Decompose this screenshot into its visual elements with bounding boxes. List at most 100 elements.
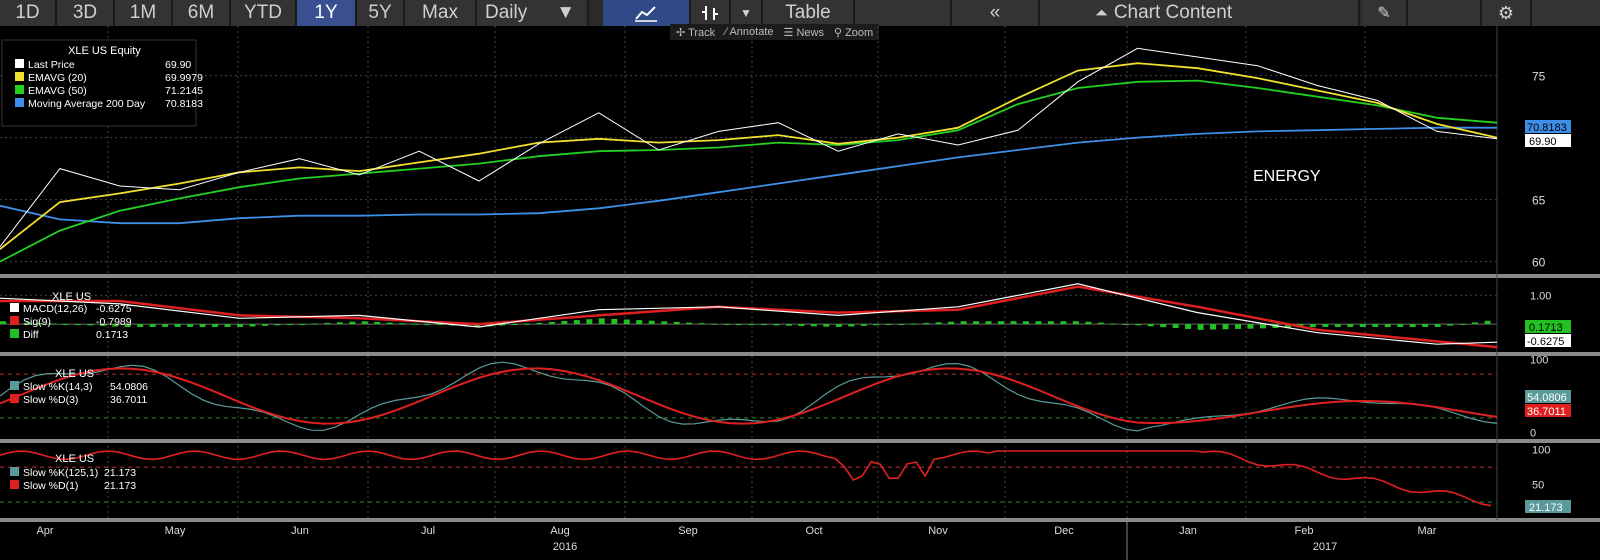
macd-diff-bar-13 xyxy=(162,324,169,327)
macd-diff-bar-33 xyxy=(411,323,418,325)
price-line-0 xyxy=(0,47,1498,248)
plot-series xyxy=(0,47,1498,507)
macd-diff-bar-119 xyxy=(1484,320,1491,325)
legend-last-price-value: 69.90 xyxy=(165,59,191,71)
news-tool[interactable]: ☰ News xyxy=(783,26,824,39)
panel-separator-0 xyxy=(0,274,1600,278)
zoom-tool[interactable]: ⚲ Zoom xyxy=(833,26,874,39)
x-year-0: 2016 xyxy=(553,541,577,553)
macd-diff-bar-12 xyxy=(149,324,156,327)
legend-title: XLE US Equity xyxy=(68,45,141,57)
svg-text:36.7011: 36.7011 xyxy=(110,394,147,406)
macd-diff-bar-109 xyxy=(1359,324,1366,327)
macd-diff-bar-41 xyxy=(511,324,518,326)
line-chart-button[interactable] xyxy=(603,0,691,26)
macd-ytick-0: 1.00 xyxy=(1530,290,1551,302)
macd-diff-bar-34 xyxy=(424,324,431,326)
x-month-0: Apr xyxy=(36,525,53,537)
range-1d[interactable]: 1D xyxy=(0,0,57,26)
gear-icon: ⚙ xyxy=(1497,3,1515,23)
x-month-4: Aug xyxy=(550,525,570,537)
x-month-3: Jul xyxy=(421,525,435,537)
macd-diff-bar-87 xyxy=(1085,321,1092,325)
range-3d[interactable]: 3D xyxy=(57,0,115,26)
line-chart-icon xyxy=(635,6,657,22)
macd-diff-bar-6 xyxy=(74,324,81,326)
macd-diff-bar-78 xyxy=(973,321,980,325)
range-1m[interactable]: 1M xyxy=(115,0,173,26)
range-max[interactable]: Max xyxy=(405,0,477,26)
macd-diff-bar-96 xyxy=(1197,324,1204,330)
macd-diff-bar-106 xyxy=(1322,324,1329,327)
macd-diff-bar-55 xyxy=(686,322,693,325)
macd-diff-bar-15 xyxy=(187,324,194,327)
svg-text:-0.6275: -0.6275 xyxy=(96,303,132,315)
macd-diff-bar-72 xyxy=(898,324,905,326)
macd-diff-bar-98 xyxy=(1222,324,1229,330)
macd-diff-bar-100 xyxy=(1247,324,1254,329)
frequency-select[interactable]: Daily ▼ xyxy=(477,0,589,26)
settings-button[interactable]: ⚙ xyxy=(1482,0,1532,26)
stoch125-badge-text: 21.173 xyxy=(1529,502,1563,514)
legend-ema20: EMAVG (20) xyxy=(28,72,87,84)
panel-separator-1 xyxy=(0,352,1600,356)
spacer-3 xyxy=(1532,0,1600,26)
range-ytd[interactable]: YTD xyxy=(231,0,297,26)
svg-text:Slow %K(14,3): Slow %K(14,3) xyxy=(23,381,92,393)
x-month-1: May xyxy=(165,525,186,537)
macd-diff-bar-117 xyxy=(1459,324,1466,326)
edit-icon: ✎ xyxy=(1377,5,1391,22)
frequency-label: Daily xyxy=(485,2,528,23)
price-line-2 xyxy=(0,79,1498,263)
macd-signal-line xyxy=(0,285,1498,349)
macd-diff-bar-95 xyxy=(1185,324,1192,329)
axes: 6065707570.818369.901.000.1713-0.6275050… xyxy=(36,70,1571,560)
diff-badge xyxy=(1525,320,1571,333)
ma200-badge-text: 70.8183 xyxy=(1527,122,1567,134)
stoch14-legend: XLE US Slow %K(14,3) 54.0806 Slow %D(3) … xyxy=(10,368,148,406)
x-month-7: Nov xyxy=(928,525,948,537)
track-tool[interactable]: ✢ Track xyxy=(676,26,716,39)
chart-toolbar: 1D 3D 1M 6M YTD 1Y 5Y Max Daily ▼ ▼ Tabl… xyxy=(0,0,1600,27)
legend-ema20-value: 69.9979 xyxy=(165,72,203,84)
price-ytick-1: 65 xyxy=(1532,194,1546,208)
macd-diff-bar-75 xyxy=(935,322,942,325)
macd-diff-bar-27 xyxy=(336,322,343,325)
spacer-1 xyxy=(855,0,952,26)
macd-diff-bar-81 xyxy=(1010,321,1017,325)
macd-diff-bar-93 xyxy=(1160,324,1167,328)
macd-badge-text: -0.6275 xyxy=(1527,336,1564,348)
x-year-1: 2017 xyxy=(1313,541,1337,553)
range-5y[interactable]: 5Y xyxy=(357,0,405,26)
macd-diff-bar-105 xyxy=(1309,324,1316,328)
legend-ma200: Moving Average 200 Day xyxy=(28,98,146,110)
macd-diff-bar-42 xyxy=(523,323,530,325)
macd-diff-bar-71 xyxy=(885,324,892,326)
annotate-tool[interactable]: ⁄ Annotate xyxy=(725,26,774,38)
diff-badge-text: 0.1713 xyxy=(1529,322,1563,334)
table-button[interactable]: Table xyxy=(763,0,855,26)
macd-diff-bar-7 xyxy=(87,324,94,326)
macd-diff-bar-53 xyxy=(661,321,668,325)
edit-button[interactable]: ✎ xyxy=(1362,0,1408,26)
stoch14-d-badge xyxy=(1525,404,1571,417)
macd-diff-bar-62 xyxy=(773,324,780,326)
price-ytick-3: 75 xyxy=(1532,70,1546,84)
chart-content-button[interactable]: ⏶ Chart Content xyxy=(1040,0,1360,26)
macd-diff-bar-4 xyxy=(49,323,56,325)
chart-canvas[interactable]: 6065707570.818369.901.000.1713-0.6275050… xyxy=(0,26,1600,560)
range-1y[interactable]: 1Y xyxy=(297,0,357,26)
macd-diff-bar-59 xyxy=(736,324,743,326)
bar-chart-button[interactable] xyxy=(691,0,731,26)
macd-diff-bar-56 xyxy=(698,323,705,325)
chart-type-dropdown[interactable]: ▼ xyxy=(731,0,763,26)
svg-text:21.173: 21.173 xyxy=(104,480,136,492)
macd-diff-bar-83 xyxy=(1035,321,1042,325)
range-6m[interactable]: 6M xyxy=(173,0,231,26)
collapse-button[interactable]: « xyxy=(952,0,1040,26)
macd-diff-bar-85 xyxy=(1060,321,1067,325)
macd-diff-bar-94 xyxy=(1172,324,1179,329)
stoch125-ytick-0: 50 xyxy=(1532,480,1544,492)
svg-text:Sig(9): Sig(9) xyxy=(23,316,51,328)
stoch14-ytick-2: 100 xyxy=(1530,355,1548,367)
